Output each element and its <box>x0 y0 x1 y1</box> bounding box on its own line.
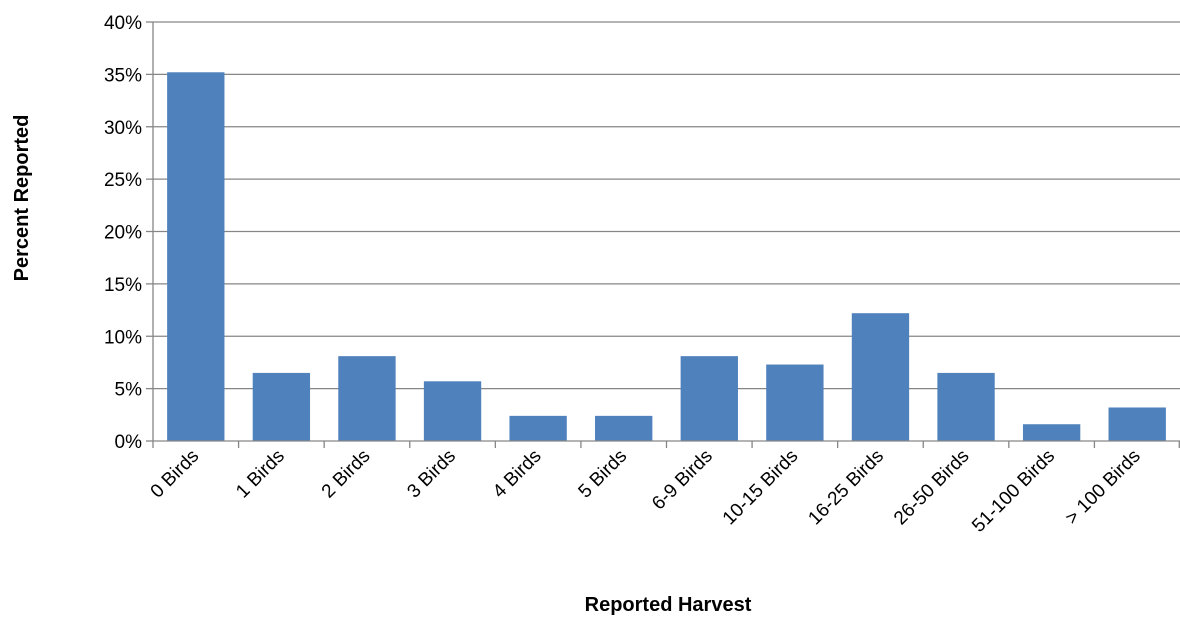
bar-10-15-birds <box>766 364 824 441</box>
x-tick-label: 10-15 Birds <box>719 446 803 530</box>
y-tick-label: 10% <box>104 327 142 348</box>
y-tick-label: 5% <box>115 380 143 401</box>
bars <box>167 72 1166 441</box>
y-tick-label: 20% <box>104 223 142 244</box>
y-tick-label: 25% <box>104 170 142 191</box>
axes <box>146 21 1180 448</box>
x-tick-label: 6-9 Birds <box>648 446 717 515</box>
y-tick-label: 30% <box>104 118 142 139</box>
y-tick-label: 35% <box>104 65 142 86</box>
y-tick-labels: 0% 5% 10% 15% 20% 25% 30% 35% 40% <box>104 13 142 453</box>
x-tick-label: 4 Birds <box>489 446 546 503</box>
x-tick-label: > 100 Birds <box>1062 446 1145 529</box>
bar-0-birds <box>167 72 225 441</box>
gridlines <box>153 21 1180 390</box>
bar-4-birds <box>509 415 567 441</box>
x-axis-title: Reported Harvest <box>585 594 752 616</box>
x-tick-label: 3 Birds <box>403 446 460 503</box>
y-axis-title: Percent Reported <box>11 115 33 282</box>
y-tick-label: 40% <box>104 13 142 34</box>
x-tick-label: 51-100 Birds <box>968 446 1059 537</box>
bar-6-9-birds <box>680 356 738 441</box>
x-tick-label: 2 Birds <box>318 446 375 503</box>
bar-26-50-birds <box>937 372 995 441</box>
x-tick-label: 5 Birds <box>575 446 632 503</box>
y-tick-label: 15% <box>104 275 142 296</box>
bar-16-25-birds <box>851 313 910 441</box>
y-tick-label: 0% <box>115 432 143 453</box>
x-tick-label: 1 Birds <box>232 446 289 503</box>
x-tick-labels: 0 Birds 1 Birds 2 Birds 3 Birds 4 Birds 5 Bir… <box>147 446 1145 537</box>
bar-51-100-birds <box>1022 424 1081 441</box>
x-tick-label: 16-25 Birds <box>804 446 888 530</box>
bar-1-birds <box>252 372 311 441</box>
bar-3-birds <box>423 381 482 441</box>
bar-5-birds <box>595 415 653 441</box>
x-tick-label: 26-50 Birds <box>890 446 974 530</box>
x-tick-label: 0 Birds <box>147 446 204 503</box>
bar-2-birds <box>338 356 396 441</box>
bar-100-birds <box>1108 407 1166 441</box>
